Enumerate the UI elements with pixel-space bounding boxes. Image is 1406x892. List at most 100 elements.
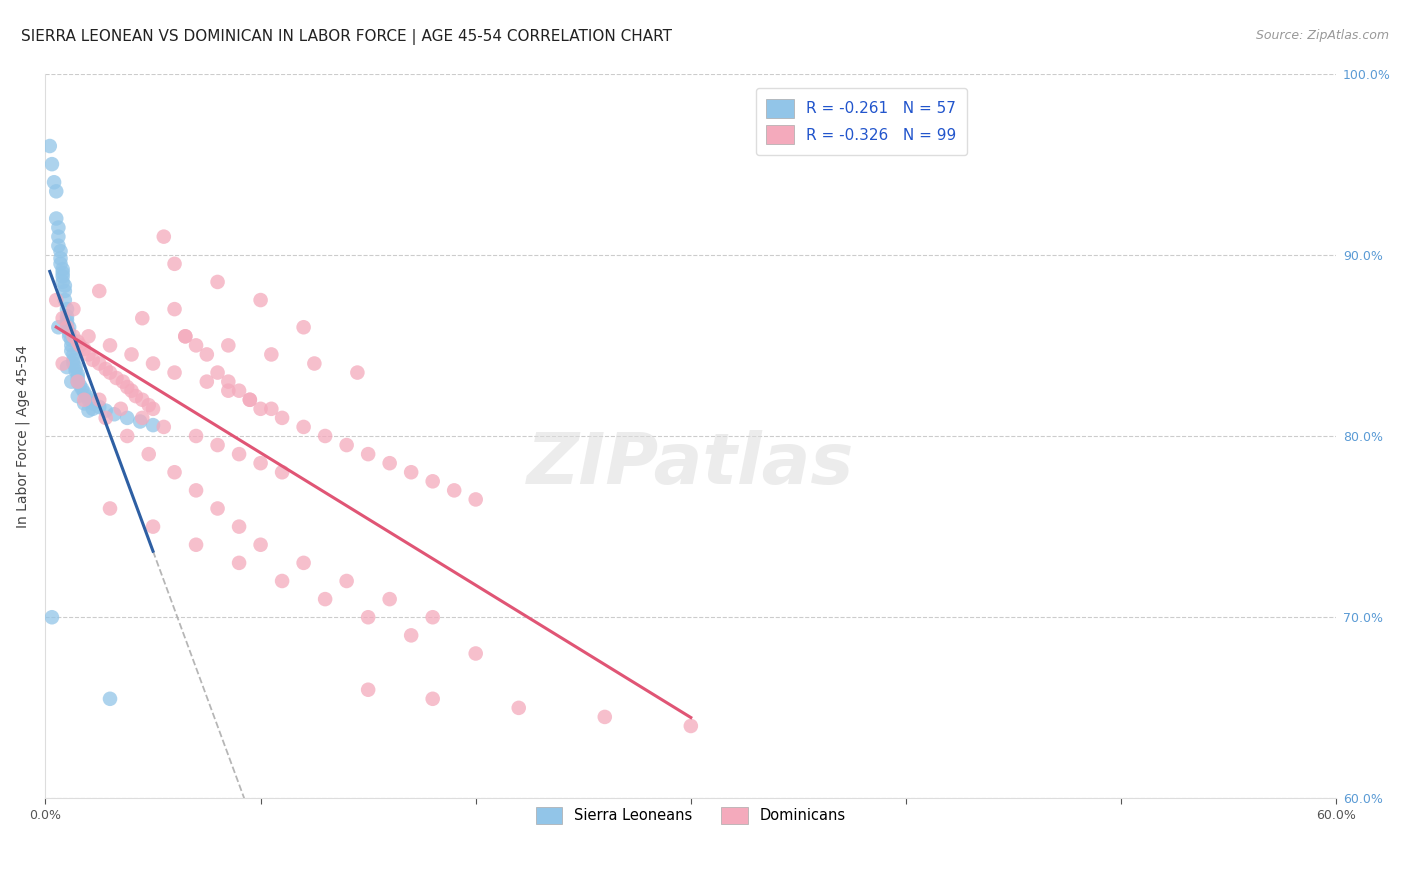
Point (184, 429, 207, 443)
Point (82, 396, 104, 410)
Point (163, 257, 186, 271)
Point (48, 320, 70, 334)
Point (142, 357, 165, 371)
Point (115, 410, 138, 425)
Point (378, 592, 401, 607)
Point (228, 447, 250, 461)
Point (195, 375, 218, 389)
Point (163, 366, 186, 380)
Point (41, 157, 63, 171)
Point (292, 420, 315, 434)
Point (98, 338, 121, 352)
Point (42, 175, 65, 189)
Point (62, 329, 84, 343)
Point (207, 275, 229, 289)
Point (271, 465, 294, 479)
Point (77, 392, 100, 407)
Y-axis label: In Labor Force | Age 45-54: In Labor Force | Age 45-54 (15, 344, 30, 527)
Point (73, 392, 96, 407)
Point (336, 574, 359, 588)
Point (195, 347, 218, 361)
Point (271, 410, 294, 425)
Point (48, 238, 70, 252)
Point (378, 456, 401, 470)
Point (89, 284, 111, 298)
Point (357, 682, 380, 697)
Point (73, 396, 96, 410)
Point (249, 538, 271, 552)
Point (260, 347, 283, 361)
Point (249, 456, 271, 470)
Point (464, 647, 486, 661)
Point (73, 385, 96, 400)
Point (56, 320, 79, 334)
Point (77, 329, 100, 343)
Point (131, 311, 153, 326)
Point (62, 357, 84, 371)
Point (357, 447, 380, 461)
Point (52, 311, 75, 326)
Point (41, 610, 63, 624)
Point (52, 275, 75, 289)
Text: Source: ZipAtlas.com: Source: ZipAtlas.com (1256, 29, 1389, 42)
Point (65, 360, 87, 375)
Point (60, 375, 83, 389)
Point (217, 375, 239, 389)
Point (184, 338, 207, 352)
Point (69, 338, 91, 352)
Point (52, 357, 75, 371)
Point (94, 410, 117, 425)
Point (152, 229, 174, 244)
Point (314, 429, 336, 443)
Point (62, 302, 84, 317)
Point (679, 719, 702, 733)
Point (142, 401, 165, 416)
Point (53, 293, 76, 307)
Point (121, 347, 143, 361)
Point (66, 368, 89, 382)
Point (464, 492, 486, 507)
Point (207, 438, 229, 452)
Point (142, 519, 165, 533)
Point (422, 475, 444, 489)
Legend: Sierra Leoneans, Dominicans: Sierra Leoneans, Dominicans (526, 797, 856, 835)
Point (217, 338, 239, 352)
Point (48, 220, 70, 235)
Point (314, 592, 336, 607)
Point (228, 519, 250, 533)
Point (65, 364, 87, 378)
Point (292, 556, 315, 570)
Point (110, 401, 132, 416)
Point (103, 407, 125, 421)
Point (69, 378, 91, 392)
Point (260, 401, 283, 416)
Point (52, 266, 75, 280)
Point (111, 375, 134, 389)
Point (184, 483, 207, 498)
Point (174, 329, 197, 343)
Point (73, 342, 96, 356)
Point (48, 229, 70, 244)
Point (89, 357, 111, 371)
Point (94, 403, 117, 417)
Point (138, 398, 160, 412)
Point (58, 320, 80, 334)
Point (62, 347, 84, 361)
Point (228, 556, 250, 570)
Point (38, 139, 60, 153)
Point (82, 352, 104, 367)
Point (443, 483, 465, 498)
Point (138, 447, 160, 461)
Point (115, 429, 138, 443)
Point (58, 326, 80, 340)
Point (56, 360, 79, 375)
Point (292, 320, 315, 334)
Point (508, 701, 530, 715)
Point (77, 403, 100, 417)
Point (60, 333, 83, 347)
Point (49, 257, 72, 271)
Text: SIERRA LEONEAN VS DOMINICAN IN LABOR FORCE | AGE 45-54 CORRELATION CHART: SIERRA LEONEAN VS DOMINICAN IN LABOR FOR… (21, 29, 672, 45)
Point (66, 371, 89, 385)
Point (56, 302, 79, 317)
Point (94, 362, 117, 376)
